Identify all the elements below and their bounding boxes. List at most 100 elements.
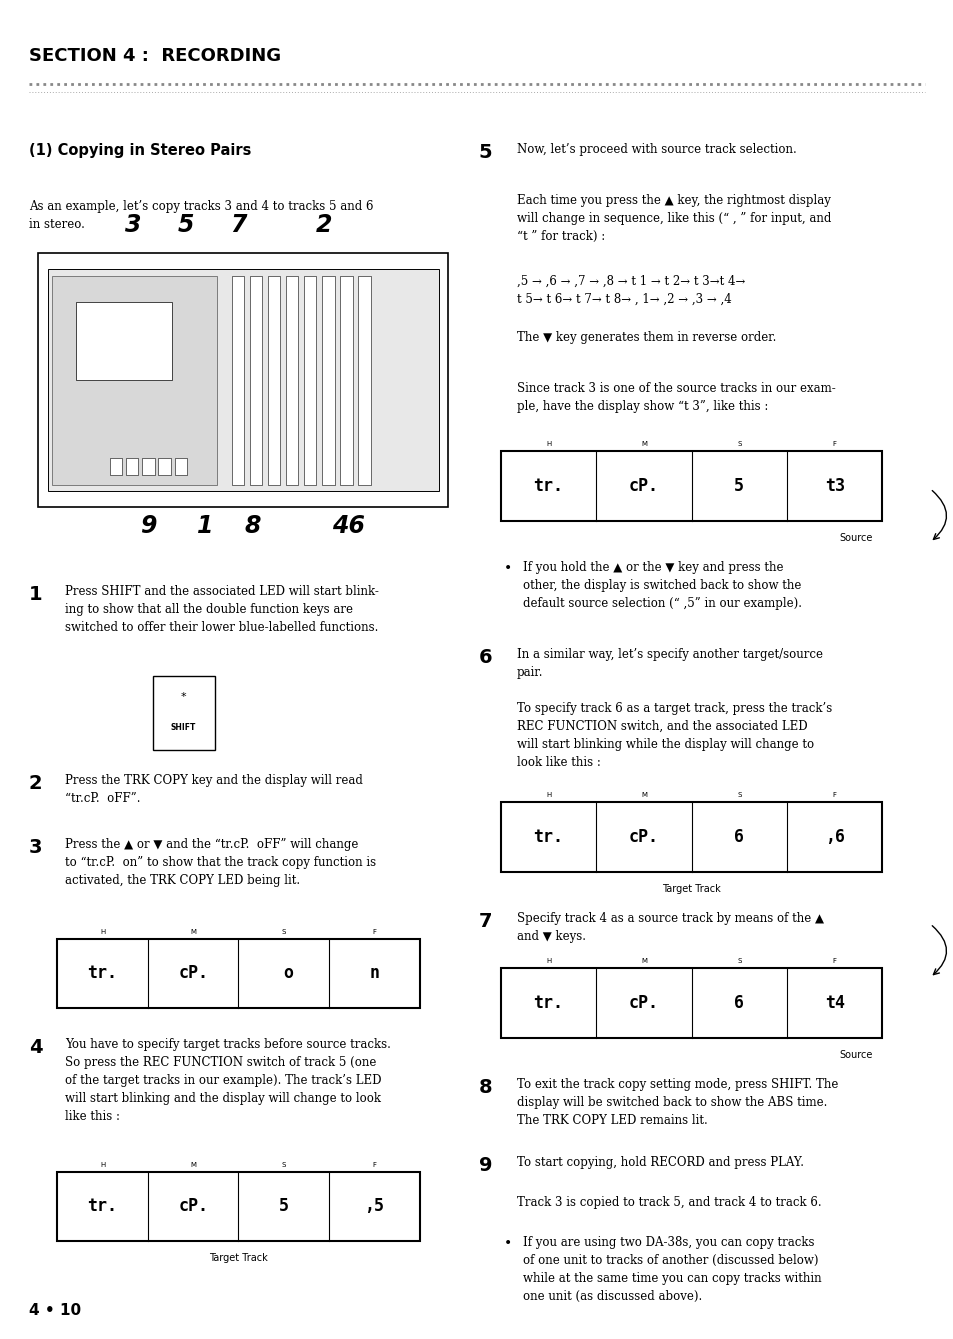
FancyBboxPatch shape [76, 303, 172, 380]
Text: o: o [274, 964, 294, 983]
Text: H: H [545, 793, 551, 798]
Text: 1: 1 [196, 514, 213, 538]
Text: As an example, let’s copy tracks 3 and 4 to tracks 5 and 6
in stereo.: As an example, let’s copy tracks 3 and 4… [29, 200, 373, 230]
Text: ,5 → ,6 → ,7 → ,8 → t 1 → t 2→ t 3→t 4→
t 5→ t 6→ t 7→ t 8→ , 1→ ,2 → ,3 → ,4: ,5 → ,6 → ,7 → ,8 → t 1 → t 2→ t 3→t 4→ … [517, 274, 744, 305]
Text: H: H [100, 1162, 105, 1168]
Text: To start copying, hold RECORD and press PLAY.: To start copying, hold RECORD and press … [517, 1156, 803, 1169]
Text: (1) Copying in Stereo Pairs: (1) Copying in Stereo Pairs [29, 143, 251, 158]
FancyBboxPatch shape [232, 276, 244, 485]
Text: S: S [737, 442, 740, 447]
Text: 5: 5 [177, 213, 194, 237]
Text: F: F [832, 793, 836, 798]
Text: SECTION 4 :  RECORDING: SECTION 4 : RECORDING [29, 47, 280, 64]
FancyBboxPatch shape [500, 968, 882, 1038]
Text: Since track 3 is one of the source tracks in our exam-
ple, have the display sho: Since track 3 is one of the source track… [517, 382, 835, 412]
Text: Now, let’s proceed with source track selection.: Now, let’s proceed with source track sel… [517, 143, 796, 157]
Text: 4: 4 [29, 1038, 42, 1056]
Text: n: n [369, 964, 379, 983]
FancyBboxPatch shape [126, 458, 138, 475]
FancyBboxPatch shape [57, 939, 419, 1008]
Text: Each time you press the ▲ key, the rightmost display
will change in sequence, li: Each time you press the ▲ key, the right… [517, 194, 831, 244]
Text: M: M [640, 793, 646, 798]
Text: 6: 6 [734, 994, 743, 1012]
Text: *: * [181, 692, 186, 702]
Text: t3: t3 [824, 477, 843, 495]
FancyBboxPatch shape [57, 1172, 419, 1241]
Text: 5: 5 [278, 1197, 289, 1216]
Text: F: F [372, 1162, 376, 1168]
Text: S: S [281, 929, 286, 935]
FancyBboxPatch shape [152, 676, 214, 750]
Text: Press the TRK COPY key and the display will read
“tr.cP.  oFF”.: Press the TRK COPY key and the display w… [65, 774, 362, 805]
FancyBboxPatch shape [250, 276, 262, 485]
Text: 3: 3 [125, 213, 142, 237]
Text: F: F [832, 442, 836, 447]
Text: •: • [503, 561, 512, 574]
Text: 8: 8 [244, 514, 261, 538]
Text: tr.: tr. [88, 964, 117, 983]
Text: tr.: tr. [533, 477, 563, 495]
Text: cP.: cP. [178, 1197, 208, 1216]
FancyBboxPatch shape [38, 253, 448, 507]
Text: H: H [100, 929, 105, 935]
Text: cP.: cP. [628, 477, 659, 495]
Text: ,5: ,5 [364, 1197, 384, 1216]
Text: S: S [737, 959, 740, 964]
Text: tr.: tr. [533, 994, 563, 1012]
FancyBboxPatch shape [500, 451, 882, 521]
Text: •: • [503, 1236, 512, 1249]
Text: Press the ▲ or ▼ and the “tr.cP.  oFF” will change
to “tr.cP.  on” to show that : Press the ▲ or ▼ and the “tr.cP. oFF” wi… [65, 838, 375, 888]
Text: 9: 9 [139, 514, 156, 538]
FancyBboxPatch shape [142, 458, 154, 475]
Text: 5: 5 [478, 143, 492, 162]
Text: M: M [190, 929, 196, 935]
Text: 6: 6 [478, 648, 492, 667]
Text: 7: 7 [478, 912, 492, 931]
Text: Specify track 4 as a source track by means of the ▲
and ▼ keys.: Specify track 4 as a source track by mea… [517, 912, 823, 943]
Text: To exit the track copy setting mode, press SHIFT. The
display will be switched b: To exit the track copy setting mode, pre… [517, 1078, 838, 1127]
Text: 2: 2 [29, 774, 42, 793]
Text: If you are using two DA-38s, you can copy tracks
of one unit to tracks of anothe: If you are using two DA-38s, you can cop… [522, 1236, 821, 1303]
Text: Target Track: Target Track [209, 1253, 268, 1263]
Text: Source: Source [839, 1050, 872, 1059]
FancyBboxPatch shape [158, 458, 171, 475]
Text: Track 3 is copied to track 5, and track 4 to track 6.: Track 3 is copied to track 5, and track … [517, 1196, 821, 1209]
FancyBboxPatch shape [48, 269, 438, 491]
Text: S: S [281, 1162, 286, 1168]
Text: S: S [737, 793, 740, 798]
Text: 46: 46 [332, 514, 364, 538]
Text: The ▼ key generates them in reverse order.: The ▼ key generates them in reverse orde… [517, 331, 776, 344]
FancyBboxPatch shape [340, 276, 353, 485]
Text: 3: 3 [29, 838, 42, 857]
FancyBboxPatch shape [500, 802, 882, 872]
Text: You have to specify target tracks before source tracks.
So press the REC FUNCTIO: You have to specify target tracks before… [65, 1038, 391, 1122]
FancyBboxPatch shape [268, 276, 280, 485]
Text: M: M [640, 959, 646, 964]
Text: To specify track 6 as a target track, press the track’s
REC FUNCTION switch, and: To specify track 6 as a target track, pr… [517, 702, 831, 769]
FancyBboxPatch shape [286, 276, 298, 485]
Text: SHIFT: SHIFT [171, 723, 196, 732]
FancyBboxPatch shape [304, 276, 316, 485]
Text: In a similar way, let’s specify another target/source
pair.: In a similar way, let’s specify another … [517, 648, 822, 679]
Text: Target Track: Target Track [661, 884, 720, 893]
FancyBboxPatch shape [174, 458, 187, 475]
Text: 1: 1 [29, 585, 42, 604]
Text: H: H [545, 442, 551, 447]
Text: 2: 2 [315, 213, 333, 237]
Text: cP.: cP. [178, 964, 208, 983]
Text: 4 • 10: 4 • 10 [29, 1303, 81, 1318]
Text: 5: 5 [734, 477, 743, 495]
Text: M: M [190, 1162, 196, 1168]
Text: tr.: tr. [533, 828, 563, 846]
Text: Press SHIFT and the associated LED will start blink-
ing to show that all the do: Press SHIFT and the associated LED will … [65, 585, 378, 635]
FancyBboxPatch shape [52, 276, 216, 485]
Text: tr.: tr. [88, 1197, 117, 1216]
FancyBboxPatch shape [110, 458, 122, 475]
Text: 7: 7 [230, 213, 247, 237]
Text: M: M [640, 442, 646, 447]
Text: Source: Source [839, 533, 872, 542]
FancyBboxPatch shape [322, 276, 335, 485]
Text: If you hold the ▲ or the ▼ key and press the
other, the display is switched back: If you hold the ▲ or the ▼ key and press… [522, 561, 801, 611]
Text: 9: 9 [478, 1156, 492, 1174]
Text: t4: t4 [824, 994, 843, 1012]
